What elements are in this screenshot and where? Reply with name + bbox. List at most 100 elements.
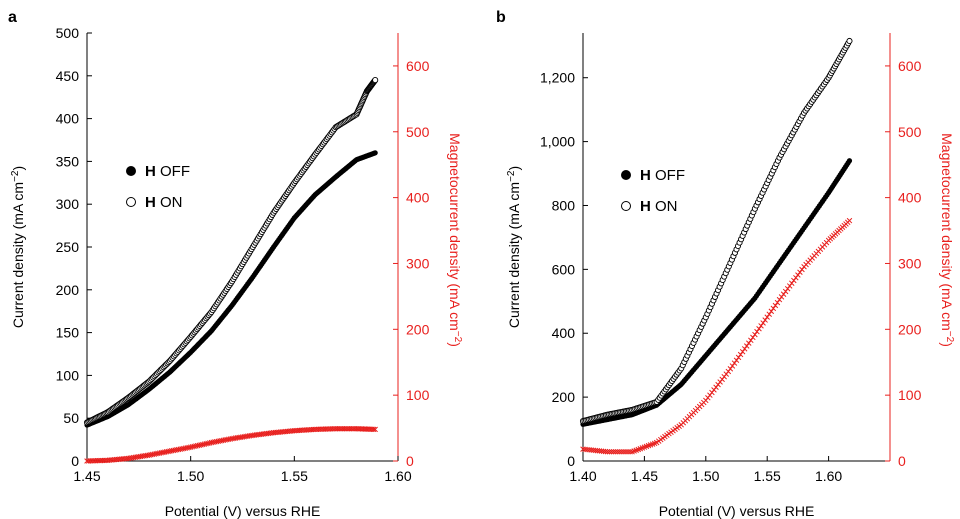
legend-marker-open: [621, 201, 631, 211]
legend-entry-text: OFF: [651, 167, 685, 184]
data-point: [608, 449, 615, 455]
y2-tick-label: 600: [898, 58, 922, 74]
data-point: [746, 340, 752, 346]
y-tick-label: 600: [552, 261, 576, 277]
data-point: [619, 449, 625, 455]
data-point: [743, 343, 750, 349]
legend-entry-bold: H: [640, 198, 651, 215]
data-point: [372, 77, 379, 84]
y2-tick-label: 100: [898, 387, 922, 403]
y2-tick-label: 0: [898, 453, 906, 469]
y-tick-label: 0: [567, 453, 575, 469]
y2-tick-label: 100: [406, 387, 430, 403]
y-tick-label: 250: [56, 239, 80, 255]
data-point: [735, 354, 742, 361]
y2-axis-title-tail: ): [447, 342, 463, 347]
legend-marker-filled: [621, 170, 631, 180]
legend-entry-bold: H: [640, 167, 651, 184]
y-tick-label: 500: [56, 25, 80, 41]
data-point: [372, 426, 378, 433]
data-point: [756, 326, 762, 332]
data-point: [627, 449, 633, 455]
data-point: [623, 449, 629, 455]
chart-panel-a: a1.45 1.50 1.55 1.6005010015020025030035040…: [8, 9, 464, 519]
data-point: [729, 363, 736, 369]
y2-tick-label: 600: [406, 58, 430, 74]
y2-tick-label: 300: [898, 255, 922, 271]
legend-entry: H ON: [145, 194, 183, 211]
data-point: [625, 449, 631, 455]
legend: H OFF H ON: [621, 167, 685, 215]
legend-marker-filled: [126, 166, 136, 176]
data-point: [731, 360, 738, 366]
y-tick-label: 100: [56, 367, 80, 383]
legend-entry-bold: H: [145, 163, 156, 180]
y-tick-label: 450: [56, 68, 80, 84]
y2-tick-label: 200: [898, 321, 922, 337]
x-tick-label: 1.55: [754, 468, 781, 484]
x-tick-label: 1.60: [384, 468, 411, 484]
y-axis-title-sup: −2: [10, 170, 21, 182]
series-2-x: [84, 425, 378, 464]
y2-axis-title-tail: ): [939, 342, 955, 347]
y-tick-label: 150: [56, 325, 80, 341]
data-point: [615, 449, 621, 455]
data-point: [766, 311, 773, 317]
series-1-open-circle: [83, 77, 379, 426]
y-tick-label: 400: [552, 325, 576, 341]
x-tick-label: 1.45: [73, 468, 100, 484]
x-tick-label: 1.50: [692, 468, 719, 484]
legend-entry: H ON: [640, 198, 678, 215]
data-point: [741, 346, 748, 352]
data-point: [754, 328, 760, 335]
legend-marker-open: [126, 197, 136, 207]
y2-axis-title-sup: −2: [945, 331, 956, 343]
data-point: [846, 217, 853, 224]
legend-entry-text: OFF: [156, 163, 190, 180]
data-point: [752, 331, 758, 338]
legend-entry: H OFF: [640, 167, 685, 184]
y-tick-label: 350: [56, 153, 80, 169]
data-point: [617, 449, 623, 455]
data-point: [606, 449, 613, 455]
y-tick-label: 50: [63, 410, 79, 426]
y2-tick-label: 200: [406, 321, 430, 337]
y2-tick-label: 400: [406, 190, 430, 206]
y2-tick-label: 0: [406, 453, 414, 469]
series-0-filled-circle: [84, 150, 378, 428]
chart-panel-b: b 1.40 1.45 1.50 1.55 1.60 0 200 400 600 800 1,000 1…: [496, 9, 956, 519]
data-point: [774, 299, 781, 306]
data-point: [758, 323, 764, 329]
data-point: [739, 348, 746, 355]
y-tick-label: 400: [56, 111, 80, 127]
x-axis-title: Potential (V) versus RHE: [659, 503, 815, 519]
y-tick-label: 1,200: [540, 70, 575, 86]
y2-tick-label: 400: [898, 190, 922, 206]
y2-tick-label: 300: [406, 255, 430, 271]
y-axis-title-tail: ): [506, 166, 522, 171]
x-tick-label: 1.40: [569, 468, 596, 484]
x-tick-label: 1.45: [631, 468, 658, 484]
y2-axis-title-sup: −2: [453, 331, 464, 343]
data-point: [762, 317, 768, 323]
legend-entry-bold: H: [145, 194, 156, 211]
x-tick-label: 1.55: [281, 468, 308, 484]
data-point: [846, 37, 853, 45]
x-tick-label: 1.50: [177, 468, 204, 484]
y2-tick-label: 500: [898, 124, 922, 140]
data-point: [610, 449, 617, 455]
series-1-open-circle: [579, 37, 853, 425]
y-axis-title-main: Current density (mA cm: [506, 182, 522, 328]
data-point: [846, 158, 853, 164]
data-point: [772, 302, 779, 309]
y2-axis-title: Magnetocurrent density (mA cm−2): [447, 133, 464, 347]
y-tick-label: 200: [552, 389, 576, 405]
y2-tick-label: 500: [406, 124, 430, 140]
data-point: [370, 426, 377, 433]
panel-label: b: [496, 9, 506, 26]
data-point: [750, 334, 756, 341]
data-point: [768, 308, 775, 315]
legend: H OFF H ON: [126, 163, 190, 211]
y2-axis-title: Magnetocurrent density (mA cm−2): [939, 133, 956, 347]
